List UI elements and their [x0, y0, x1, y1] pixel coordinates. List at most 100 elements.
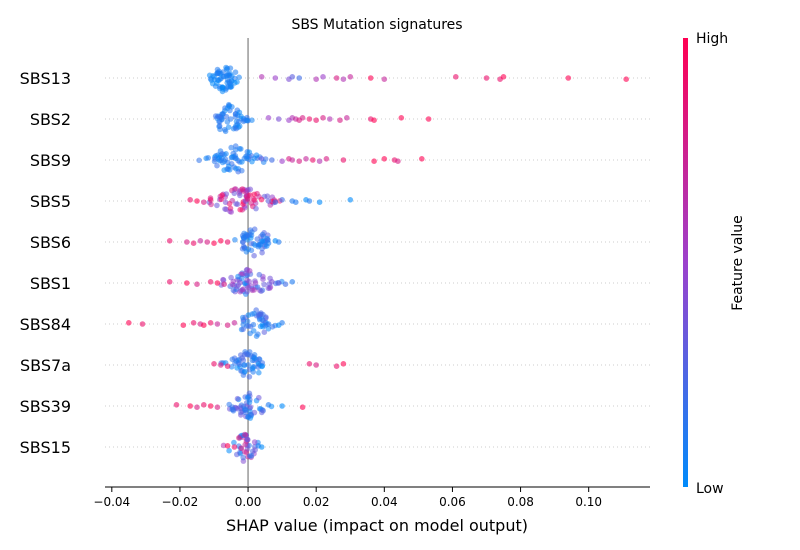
data-point	[259, 409, 265, 416]
data-point	[239, 275, 245, 282]
data-point	[313, 117, 320, 123]
data-point	[220, 276, 226, 283]
data-point	[208, 201, 214, 208]
data-point	[333, 75, 340, 81]
data-point	[216, 123, 223, 129]
data-point	[184, 280, 190, 286]
data-point	[242, 406, 248, 412]
data-point	[565, 75, 572, 81]
data-point	[245, 414, 251, 421]
data-point	[240, 234, 247, 241]
data-point	[282, 281, 289, 288]
data-point	[239, 159, 245, 165]
data-point	[216, 113, 222, 120]
data-point	[190, 240, 197, 246]
data-point	[259, 316, 265, 323]
data-point	[241, 117, 248, 123]
data-point	[265, 285, 272, 292]
data-point	[347, 74, 354, 80]
data-point	[246, 399, 253, 406]
data-point	[231, 186, 238, 192]
data-point	[253, 205, 259, 212]
data-point	[245, 284, 252, 291]
data-point	[275, 116, 282, 122]
data-point	[257, 242, 264, 248]
data-point	[258, 444, 265, 450]
data-point	[234, 201, 241, 207]
data-point	[289, 157, 296, 163]
data-point	[239, 355, 245, 361]
data-point	[218, 238, 224, 244]
data-point	[256, 312, 262, 318]
data-point	[236, 361, 243, 368]
data-point	[226, 167, 233, 173]
data-point	[231, 190, 238, 197]
data-point	[347, 197, 354, 203]
data-point	[205, 155, 211, 161]
data-point	[251, 310, 257, 317]
data-point	[239, 186, 246, 192]
data-point	[228, 209, 234, 215]
data-point	[211, 361, 217, 367]
feature-label: SBS9	[30, 151, 71, 170]
data-point	[623, 76, 629, 82]
data-point	[226, 78, 232, 85]
data-point	[228, 144, 234, 151]
feature-label: SBS7a	[20, 356, 71, 375]
x-tick-label: −0.02	[162, 495, 199, 509]
data-point	[228, 274, 234, 281]
data-point	[371, 158, 377, 164]
data-point	[306, 116, 313, 122]
data-point	[237, 288, 243, 295]
data-point	[381, 76, 388, 82]
feature-label: SBS2	[30, 110, 71, 129]
data-point	[419, 156, 425, 162]
data-point	[483, 75, 490, 81]
data-point	[232, 147, 239, 153]
data-point	[289, 74, 296, 80]
data-point	[139, 321, 146, 327]
data-point	[222, 126, 228, 133]
data-point	[232, 237, 238, 243]
data-point	[224, 322, 231, 329]
data-point	[255, 394, 262, 401]
x-tick-label: 0.00	[235, 495, 262, 509]
data-point	[247, 404, 254, 410]
data-point	[240, 326, 246, 333]
data-point	[190, 320, 197, 326]
data-point	[194, 198, 200, 204]
data-point	[272, 199, 279, 205]
data-point	[223, 191, 230, 197]
data-point	[242, 441, 248, 448]
x-tick-label: 0.10	[575, 495, 602, 509]
data-point	[279, 158, 285, 164]
data-point	[237, 206, 243, 213]
data-point	[166, 238, 173, 244]
data-point	[245, 232, 252, 239]
feature-label: SBS15	[20, 438, 71, 457]
feature-label: SBS6	[30, 233, 71, 252]
data-point	[180, 322, 187, 329]
data-point	[226, 447, 232, 454]
data-point	[247, 186, 254, 193]
data-point	[228, 364, 235, 370]
feature-label: SBS13	[20, 69, 71, 88]
data-point	[265, 115, 272, 121]
data-point	[259, 363, 265, 370]
data-point	[306, 361, 313, 367]
data-point	[214, 70, 221, 77]
data-point	[231, 439, 237, 446]
data-point	[252, 280, 259, 286]
data-point	[265, 240, 272, 246]
feature-label: SBS84	[20, 315, 71, 334]
data-point	[275, 239, 282, 245]
colorbar-title: Feature value	[730, 215, 746, 311]
data-point	[242, 368, 248, 375]
data-point	[224, 105, 231, 111]
data-point	[238, 146, 244, 152]
data-point	[221, 281, 227, 288]
data-point	[214, 202, 220, 209]
data-point	[269, 279, 275, 285]
data-point	[269, 194, 276, 200]
data-point	[244, 277, 250, 284]
